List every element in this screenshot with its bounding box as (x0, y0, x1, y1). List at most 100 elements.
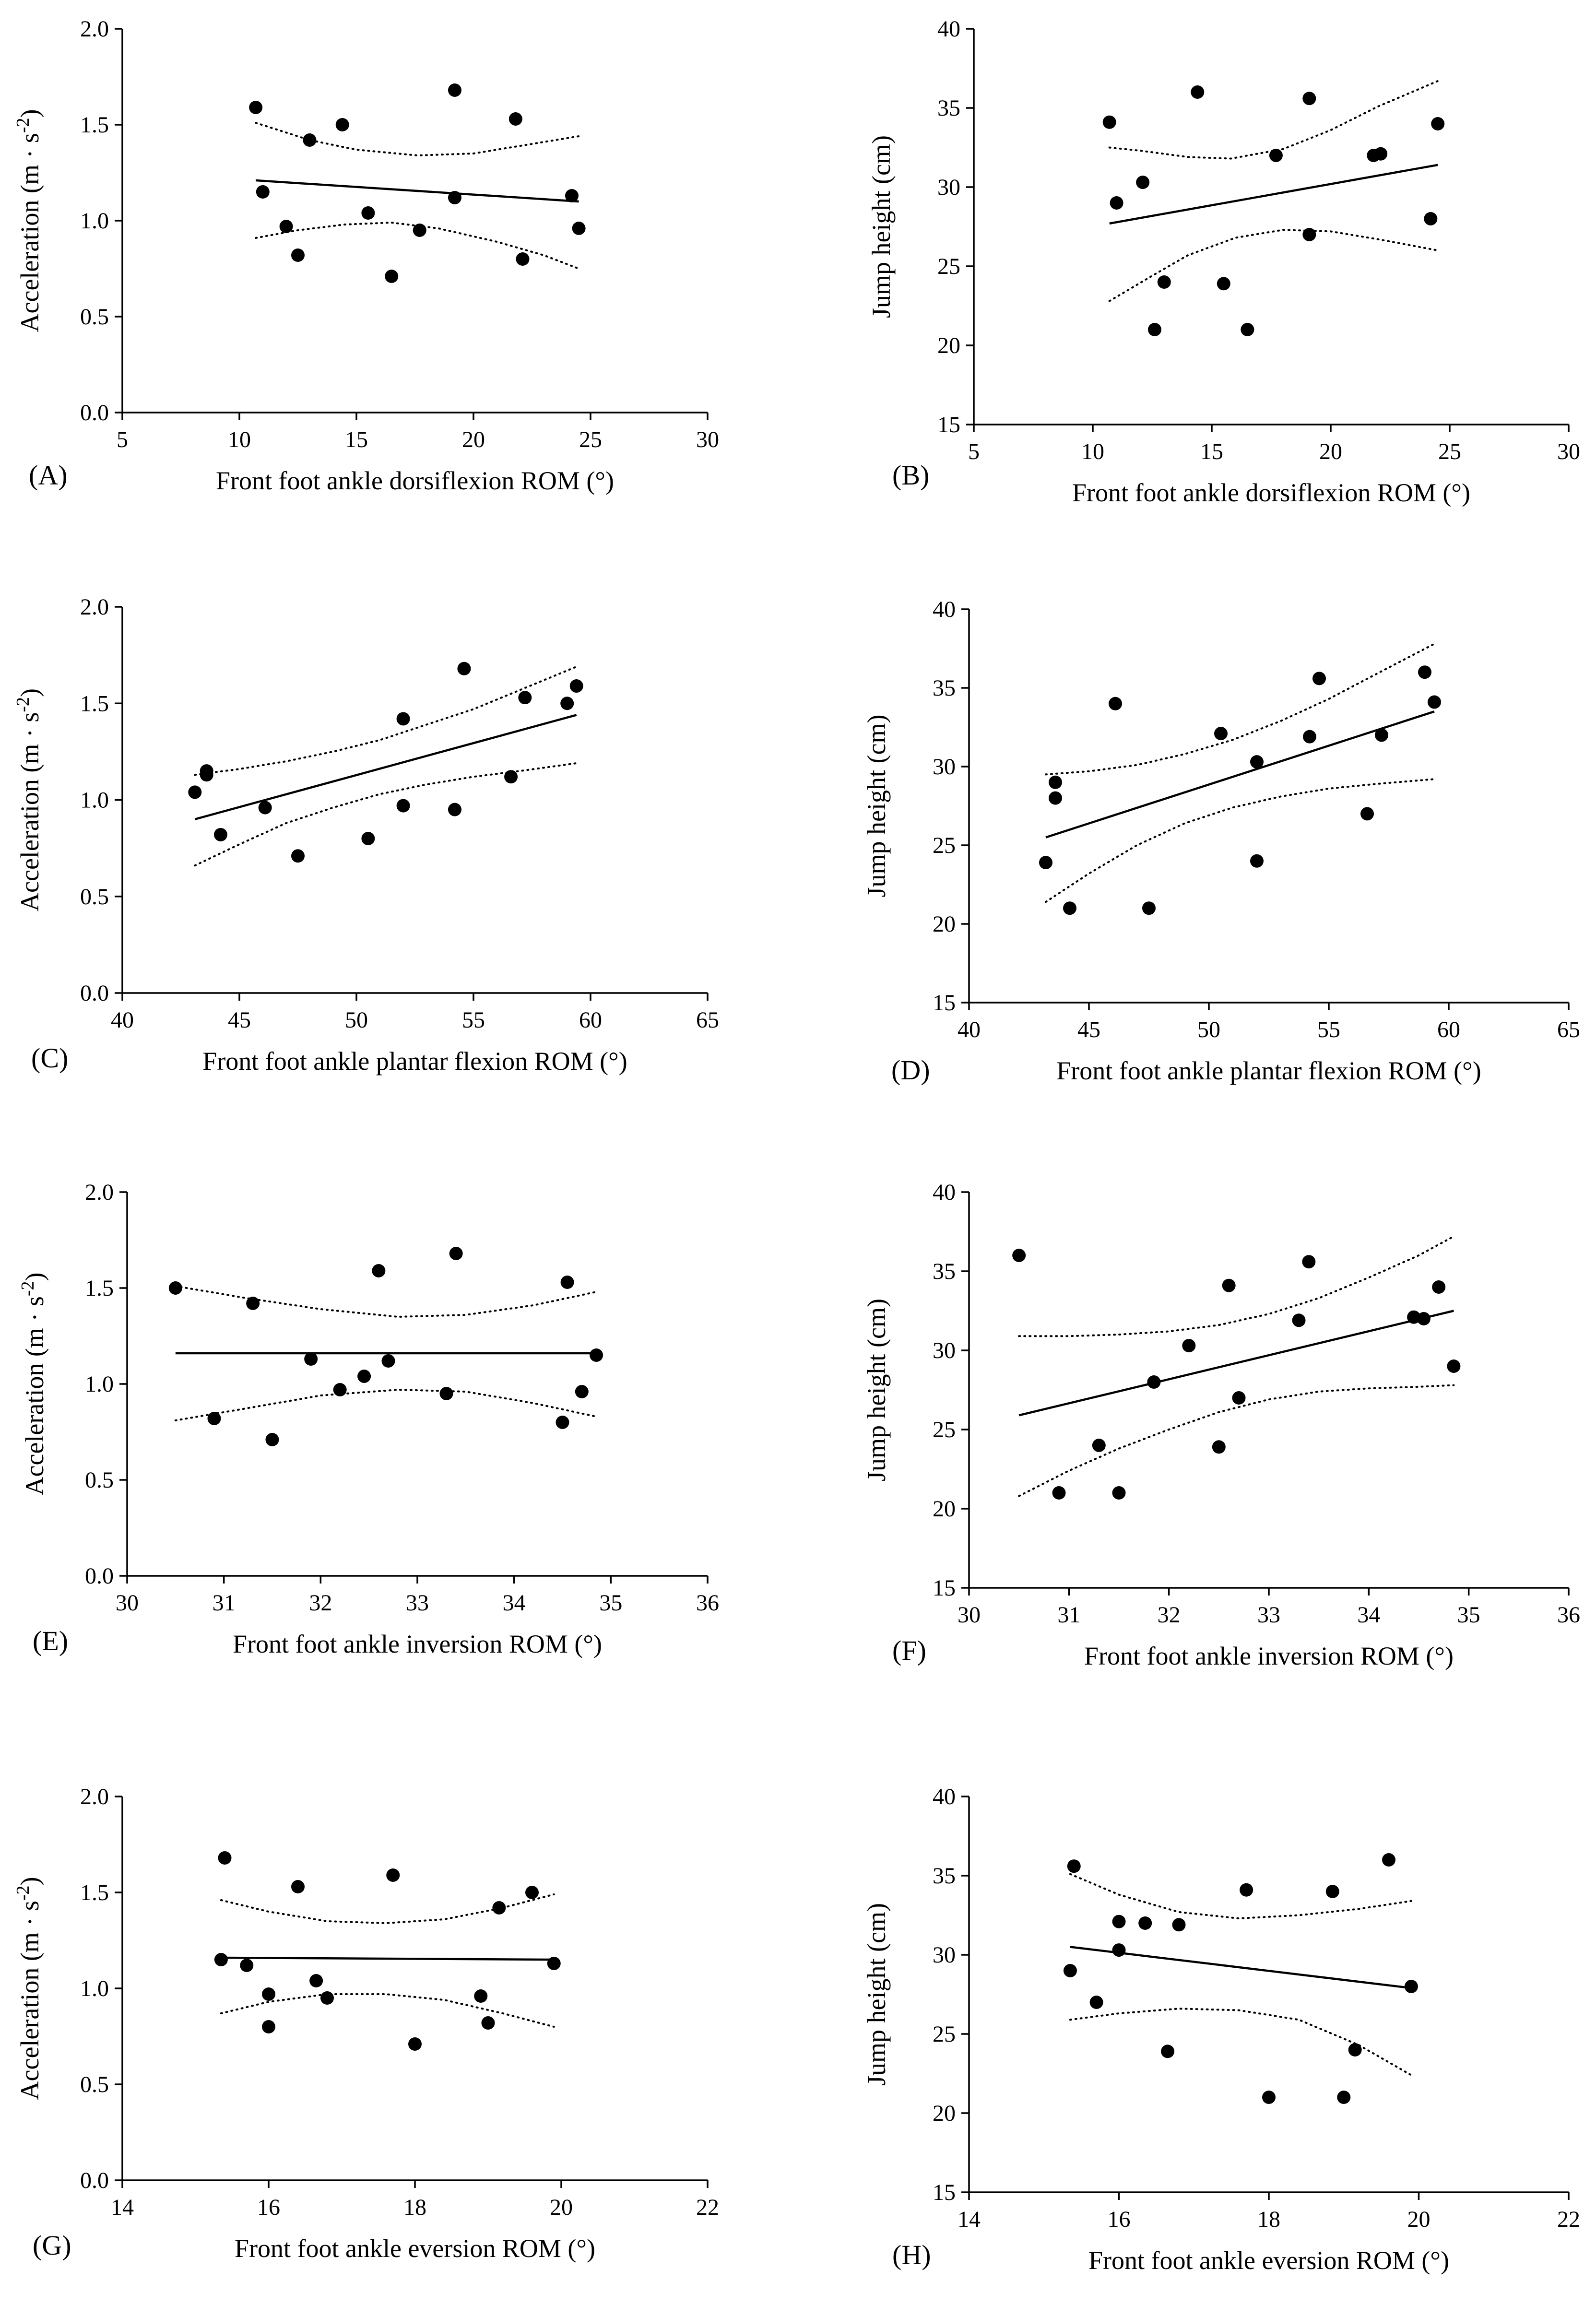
data-point (1109, 697, 1122, 710)
regression-line (256, 179, 579, 203)
x-tick-label: 14 (958, 2207, 981, 2232)
data-point (1089, 1996, 1103, 2009)
data-point (320, 1991, 334, 2005)
y-tick-label: 1.5 (85, 1276, 114, 1301)
data-point (385, 270, 399, 283)
x-tick-label: 50 (1197, 1017, 1220, 1042)
y-tick-label: 1.0 (80, 1976, 109, 2001)
x-tick-label: 20 (1407, 2207, 1430, 2232)
data-point (1161, 2045, 1175, 2058)
data-point (1240, 1883, 1253, 1897)
y-tick-label: 25 (933, 1417, 956, 1442)
data-point (386, 1868, 400, 1882)
data-point (240, 1959, 254, 1972)
ci-lower-band (1045, 778, 1435, 903)
data-point (1302, 92, 1316, 106)
panel-b: 15 20 25 30 35 40 5 10 15 20 25 30 Front foot ankle … (867, 16, 1580, 507)
y-tick-label: 25 (933, 2021, 956, 2047)
x-tick-label: 30 (696, 427, 719, 452)
y-tick-label: 1.0 (80, 788, 109, 813)
y-tick-label: 0.0 (85, 1563, 114, 1589)
data-point (291, 1880, 305, 1893)
panel-e: 0.0 0.5 1.0 1.5 2.0 30 31 32 33 34 35 36 Front foot … (18, 1180, 719, 1658)
x-tick-label: 36 (696, 1590, 719, 1616)
data-point (1012, 1249, 1026, 1262)
regression-line (1109, 164, 1438, 225)
data-point (1417, 1312, 1430, 1325)
ci-lower-band (255, 221, 580, 270)
x-tick-label: 35 (1457, 1602, 1480, 1628)
x-axis-title: Front foot ankle inversion ROM (°) (233, 1630, 602, 1658)
y-tick-label: 20 (933, 1496, 956, 1522)
data-point (508, 112, 522, 126)
regression-line (221, 1956, 554, 1961)
data-point (481, 2016, 495, 2030)
data-point (1172, 1918, 1186, 1932)
data-point (279, 220, 293, 233)
data-point (1110, 196, 1123, 210)
data-point (1303, 730, 1316, 744)
panel-g: 0.0 0.5 1.0 1.5 2.0 14 16 18 20 22 Front foot ankl… (13, 1784, 719, 2263)
x-tick-label: 25 (1438, 439, 1461, 464)
data-point (448, 191, 461, 204)
x-tick-label: 15 (1200, 439, 1223, 464)
data-point (560, 697, 574, 710)
data-point (1292, 1313, 1306, 1327)
data-point (1312, 672, 1326, 686)
data-point (291, 248, 305, 262)
y-tick-label: 2.0 (80, 594, 109, 620)
ci-upper-band (1069, 1873, 1412, 1920)
data-point (361, 206, 375, 220)
data-point (1360, 807, 1374, 821)
y-tick-label: 1.5 (80, 691, 109, 716)
y-tick-label: 0.5 (85, 1467, 114, 1493)
data-point (1147, 1375, 1161, 1389)
data-point (457, 662, 471, 675)
data-point (1375, 728, 1388, 742)
x-axis-title: Front foot ankle dorsiflexion ROM (°) (216, 466, 614, 495)
data-point (168, 1281, 182, 1295)
regression-line (1070, 1946, 1412, 1989)
x-tick-label: 50 (345, 1007, 368, 1033)
panel-letter: (H) (892, 2239, 931, 2270)
x-tick-label: 25 (579, 427, 602, 452)
x-tick-label: 30 (116, 1590, 139, 1616)
ci-lower-band (1018, 1384, 1455, 1497)
panel-letter: (F) (892, 1635, 926, 1666)
x-tick-label: 60 (1437, 1017, 1460, 1042)
data-point (246, 1297, 260, 1310)
data-point (1432, 1280, 1446, 1294)
y-axis-title: Acceleration (m · s-2) (13, 688, 44, 911)
data-point (504, 770, 518, 784)
data-point (1112, 1943, 1126, 1957)
y-tick-label: 15 (933, 2180, 956, 2205)
data-point (413, 224, 426, 237)
y-tick-label: 20 (933, 911, 956, 937)
y-tick-label: 0.0 (80, 2168, 109, 2193)
y-tick-label: 30 (933, 754, 956, 780)
ci-upper-band (1018, 1235, 1455, 1337)
data-point (291, 849, 305, 863)
data-point (1262, 2091, 1276, 2104)
data-point (309, 1974, 323, 1987)
x-tick-label: 15 (345, 427, 368, 452)
x-tick-label: 65 (1557, 1017, 1580, 1042)
data-point (474, 1989, 488, 2003)
panel-d: 15 20 25 30 35 40 40 45 50 55 60 65 Front foot ankle… (862, 597, 1580, 1086)
data-point (249, 101, 263, 114)
ci-upper-band (1045, 643, 1435, 776)
x-tick-label: 32 (1158, 1602, 1181, 1628)
data-point (1428, 695, 1441, 709)
x-tick-label: 10 (1081, 439, 1104, 464)
data-point (1424, 212, 1438, 225)
panel-h: 15 20 25 30 35 40 14 16 18 20 22 Front foot ankle e… (862, 1784, 1580, 2275)
y-axis-title: Jump height (cm) (862, 715, 891, 898)
x-axis-title: Front foot ankle plantar flexion ROM (°) (202, 1047, 627, 1076)
y-tick-label: 2.0 (85, 1180, 114, 1205)
data-point (265, 1433, 279, 1446)
y-tick-label: 2.0 (80, 1784, 109, 1809)
data-point (361, 832, 375, 845)
data-point (1039, 856, 1052, 870)
regression-line (1018, 1310, 1454, 1417)
